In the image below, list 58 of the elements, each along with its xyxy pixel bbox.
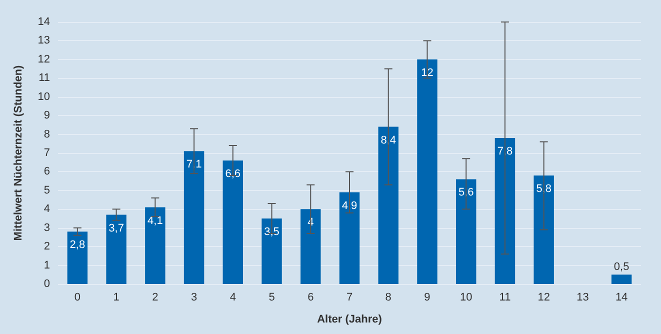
x-tick-label: 0 [74, 292, 80, 304]
data-label: 3,5 [264, 226, 280, 238]
data-label: 6,6 [225, 168, 241, 180]
x-tick-label: 7 [346, 292, 353, 304]
bar [67, 232, 88, 284]
data-label: 7,1 [186, 158, 202, 171]
y-axis-title: Mittelwert Nüchternzeit (Stunden) [12, 64, 24, 241]
bar [611, 274, 632, 284]
x-tick-label: 2 [152, 292, 158, 304]
x-tick-label: 11 [499, 292, 511, 304]
y-tick-label: 0 [44, 278, 50, 290]
y-tick-label: 1 [44, 259, 50, 272]
y-tick-label: 14 [38, 16, 50, 28]
data-label: 0,5 [614, 261, 630, 274]
x-tick-label: 12 [538, 292, 550, 304]
y-tick-label: 7 [44, 147, 50, 159]
data-label: 3,7 [108, 222, 124, 234]
data-label: 8,4 [380, 134, 396, 146]
data-label: 12 [421, 66, 434, 79]
bar [339, 192, 360, 284]
bar [494, 138, 516, 284]
x-tick-label: 1 [113, 292, 120, 304]
x-tick-label: 5 [268, 292, 275, 304]
x-axis-title: Alter (Jahre) [317, 314, 382, 326]
x-tick-label: 9 [424, 292, 430, 304]
x-tick-label: 13 [576, 292, 589, 304]
bar [534, 175, 554, 284]
y-tick-label: 3 [44, 222, 50, 234]
data-label: 7,8 [497, 146, 513, 158]
y-tick-label: 10 [38, 90, 50, 103]
bar [300, 209, 321, 284]
bar [417, 59, 438, 284]
x-tick-label: 8 [385, 292, 392, 304]
bar [184, 151, 204, 284]
bar [456, 179, 476, 284]
bar [106, 214, 126, 284]
y-tick-label: 12 [38, 53, 50, 66]
bar [378, 126, 398, 284]
y-tick-label: 5 [44, 184, 50, 196]
x-tick-label: 14 [615, 292, 628, 304]
y-tick-label: 2 [44, 240, 50, 253]
bar [262, 218, 282, 284]
x-tick-label: 3 [190, 292, 198, 304]
x-tick-label: 6 [308, 292, 314, 304]
y-tick-label: 8 [44, 128, 50, 140]
data-label: 5,8 [536, 182, 552, 195]
y-tick-label: 6 [44, 166, 50, 178]
x-tick-label: 10 [460, 292, 472, 304]
y-tick-label: 11 [38, 72, 50, 84]
data-label: 2,8 [70, 239, 86, 252]
data-label: 5,6 [458, 186, 474, 199]
x-tick-label: 4 [230, 292, 236, 304]
y-tick-label: 9 [44, 110, 50, 122]
data-label: 4,1 [148, 214, 163, 227]
bar [145, 207, 166, 284]
bar [222, 160, 244, 284]
y-tick-label: 4 [44, 203, 50, 216]
y-tick-label: 13 [38, 34, 50, 47]
